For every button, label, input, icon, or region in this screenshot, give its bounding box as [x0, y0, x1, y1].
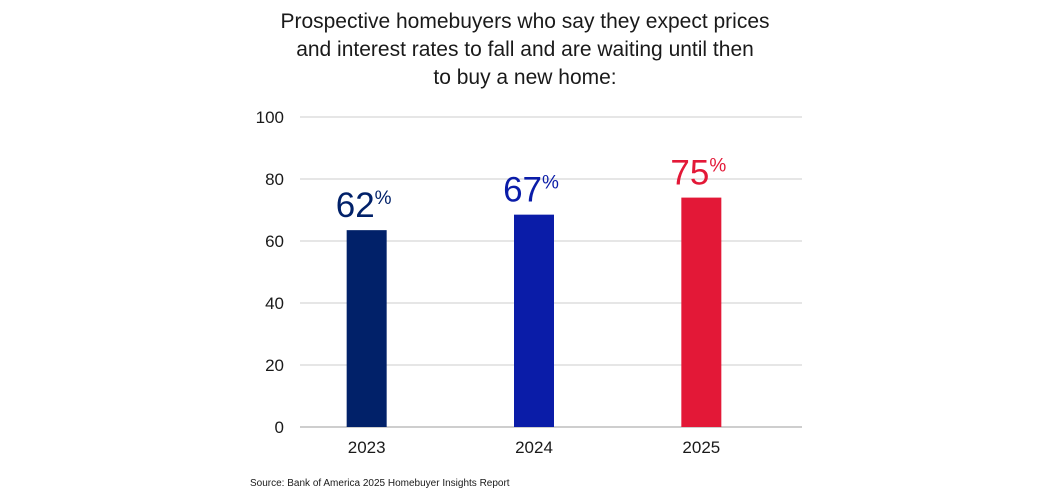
y-axis-tick-labels: 0 20 40 60 80 100 [256, 108, 284, 437]
chart-title-line-1: Prospective homebuyers who say they expe… [280, 10, 770, 33]
chart-title-line-3: to buy a new home: [433, 66, 617, 89]
bar-2024 [514, 214, 554, 427]
chart-title: Prospective homebuyers who say they expe… [225, 8, 825, 92]
y-tick-label: 80 [265, 170, 284, 189]
y-tick-label: 20 [265, 356, 284, 375]
y-tick-label: 40 [265, 294, 284, 313]
data-label-value: 75 [670, 154, 709, 193]
y-tick-label: 60 [265, 232, 284, 251]
y-tick-label: 100 [256, 108, 284, 127]
y-tick-label: 0 [275, 418, 284, 437]
x-tick-label-2025: 2025 [682, 438, 720, 457]
data-label-unit: % [375, 188, 392, 209]
x-tick-label-2023: 2023 [348, 438, 386, 457]
bars [346, 197, 722, 427]
bar-2025 [681, 197, 722, 427]
chart-title-line-2: and interest rates to fall and are waiti… [296, 38, 754, 61]
x-tick-label-2024: 2024 [515, 438, 553, 457]
data-label-2025: 75% [670, 154, 726, 193]
data-labels: 62% 67% 75% [336, 154, 727, 226]
data-label-unit: % [542, 173, 559, 194]
data-label-value: 67 [503, 171, 542, 210]
data-label-2023: 62% [336, 186, 392, 225]
data-label-value: 62 [336, 186, 375, 225]
data-label-unit: % [709, 156, 726, 177]
x-axis-tick-labels: 2023 2024 2025 [348, 438, 720, 457]
source-note: Source: Bank of America 2025 Homebuyer I… [250, 478, 510, 489]
bar-2023 [346, 230, 387, 427]
data-label-2024: 67% [503, 171, 559, 210]
